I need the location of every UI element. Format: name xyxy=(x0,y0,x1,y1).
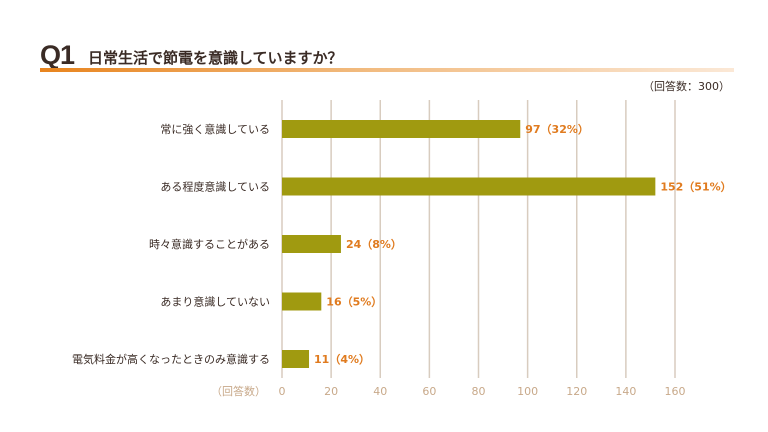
data-label: 97（32%） xyxy=(525,123,589,136)
question-number: Q1 xyxy=(40,40,75,70)
tick-label: 60 xyxy=(422,385,436,398)
x-axis-label: （回答数） xyxy=(211,384,266,398)
data-label: 24（8%） xyxy=(346,238,402,251)
category-label: 時々意識することがある xyxy=(149,237,270,251)
category-label: あまり意識していない xyxy=(160,295,270,309)
tick-label: 140 xyxy=(615,385,636,398)
tick-label: 20 xyxy=(324,385,338,398)
title-underline xyxy=(40,68,734,72)
category-label: 電気料金が高くなったときのみ意識する xyxy=(72,352,270,366)
tick-label: 100 xyxy=(517,385,538,398)
data-label: 16（5%） xyxy=(326,296,382,309)
tick-label: 80 xyxy=(472,385,486,398)
respondent-count: （回答数：300） xyxy=(643,80,730,93)
bar xyxy=(282,120,521,138)
bar xyxy=(282,177,656,196)
tick-label: 40 xyxy=(373,385,387,398)
data-label: 152（51%） xyxy=(660,181,731,194)
chart-title: 日常生活で節電を意識していますか？ xyxy=(88,49,343,67)
category-label: 常に強く意識している xyxy=(160,122,270,136)
tick-label: 160 xyxy=(665,385,686,398)
bar xyxy=(282,292,322,311)
bar xyxy=(282,350,310,368)
tick-label: 0 xyxy=(279,385,286,398)
tick-label: 120 xyxy=(566,385,587,398)
data-label: 11（4%） xyxy=(314,353,370,366)
category-label: ある程度意識している xyxy=(160,180,270,194)
chart-title-block: Q1 日常生活で節電を意識していますか？ xyxy=(40,40,734,72)
bar xyxy=(282,235,341,253)
